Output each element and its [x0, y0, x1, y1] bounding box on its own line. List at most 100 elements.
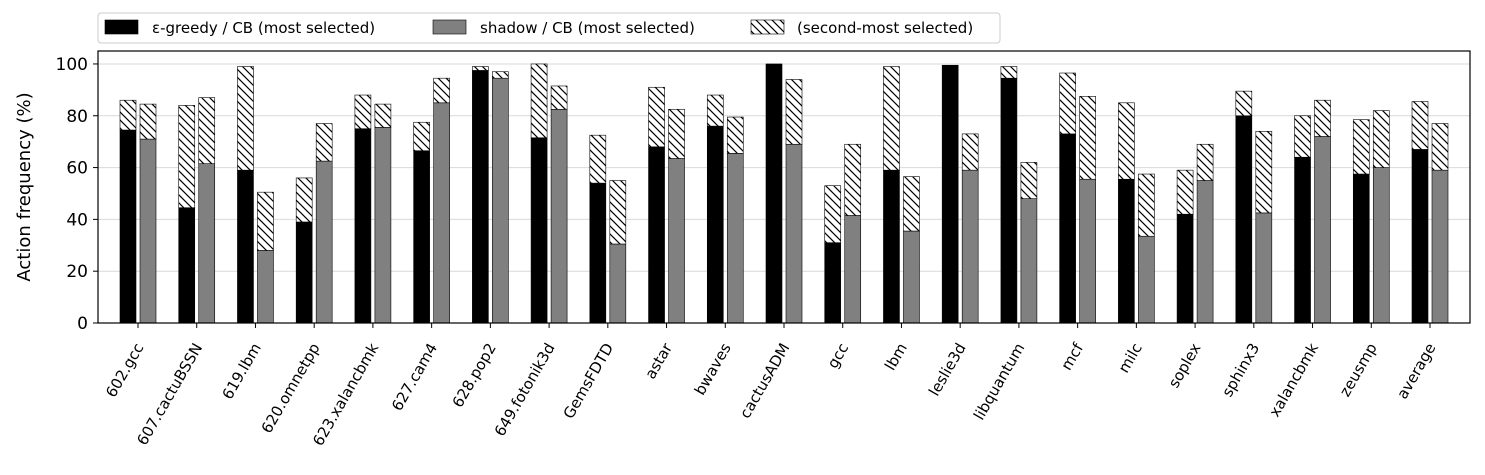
bar-shadow-second	[1020, 162, 1038, 199]
bar-egreedy-second	[119, 99, 137, 131]
bar-egreedy	[1118, 178, 1135, 324]
bar-egreedy-second	[883, 66, 900, 171]
y-axis-label: Action frequency (%)	[14, 92, 35, 281]
bar-shadow-second	[139, 103, 157, 140]
bar-shadow-second	[903, 176, 920, 232]
legend-swatch-shadow	[432, 19, 467, 35]
bar-egreedy-second	[1352, 119, 1370, 175]
bar-shadow-second	[668, 108, 685, 159]
bar-shadow-second	[1196, 143, 1214, 181]
bar-egreedy-second	[648, 86, 665, 148]
x-tick-label: cactusADM	[736, 340, 793, 421]
bar-egreedy	[1352, 173, 1370, 324]
bar-egreedy	[1059, 133, 1076, 324]
x-tick-label: libquantum	[970, 340, 1028, 423]
bar-egreedy	[648, 146, 665, 324]
y-tick-label: 0	[77, 314, 88, 334]
bar-egreedy	[1411, 149, 1429, 324]
bar-egreedy	[765, 63, 783, 324]
bar-egreedy	[119, 129, 137, 324]
bar-egreedy-second	[1118, 102, 1135, 180]
bar-egreedy	[237, 169, 254, 324]
bar-egreedy	[354, 128, 372, 324]
bar-shadow-second	[257, 191, 274, 251]
bar-egreedy	[941, 64, 959, 324]
legend-swatch-egreedy	[104, 19, 139, 35]
bar-egreedy-second	[295, 177, 313, 223]
bar-egreedy	[1176, 213, 1194, 324]
x-tick-label: bwaves	[691, 340, 735, 398]
bar-shadow	[257, 250, 274, 324]
legend-label-shadow: shadow / CB (most selected)	[480, 19, 695, 37]
bar-egreedy-second	[824, 185, 842, 243]
bar-egreedy	[1235, 115, 1253, 324]
bar-shadow	[139, 138, 157, 324]
legend-label-second: (second-most selected)	[797, 19, 973, 37]
bar-egreedy-second	[472, 66, 489, 71]
bar-shadow-second	[1255, 131, 1273, 214]
bar-shadow	[903, 230, 920, 324]
bar-egreedy	[178, 207, 196, 324]
bar-egreedy-second	[1059, 72, 1076, 135]
bar-shadow	[1196, 180, 1214, 324]
y-tick-label: 40	[66, 210, 88, 230]
bar-shadow	[1020, 198, 1038, 324]
x-tick-label: astar	[641, 339, 676, 382]
x-tick-label: 628.pop2	[449, 340, 500, 411]
y-tick-label: 60	[66, 159, 88, 179]
bar-shadow	[433, 102, 450, 324]
x-tick-label: sphinx3	[1218, 340, 1263, 400]
x-tick-label: 619.lbm	[218, 340, 264, 402]
bar-shadow-second	[315, 123, 333, 162]
bar-shadow	[1314, 136, 1331, 324]
bar-egreedy	[530, 137, 548, 324]
bar-shadow	[492, 77, 509, 324]
y-axis: 0 20 40 60 80 100	[56, 55, 98, 334]
bar-shadow-second	[198, 97, 216, 164]
bar-egreedy-second	[1411, 101, 1429, 150]
bar-egreedy-second	[1294, 115, 1311, 158]
y-tick-label: 80	[66, 107, 88, 127]
bar-egreedy	[472, 70, 489, 324]
bar-shadow	[1372, 167, 1390, 324]
legend: ε-greedy / CB (most selected) shadow / C…	[97, 12, 1001, 44]
legend-label-egreedy: ε-greedy / CB (most selected)	[152, 19, 375, 37]
legend-swatch-second	[750, 19, 785, 35]
bar-egreedy-second	[354, 94, 372, 130]
bar-egreedy	[824, 242, 842, 324]
bar-shadow-second	[961, 133, 979, 171]
bar-shadow-second	[844, 143, 862, 216]
bar-shadow	[844, 215, 862, 324]
bar-shadow	[961, 169, 979, 324]
x-tick-label: xalancbmk	[1265, 340, 1322, 420]
x-tick-label: zeusmp	[1336, 340, 1381, 400]
x-tick-label: soplex	[1165, 340, 1205, 391]
x-tick-label: lbm	[881, 340, 911, 374]
bar-shadow	[1431, 169, 1449, 324]
y-tick-label: 20	[66, 262, 88, 282]
bar-shadow-second	[785, 79, 803, 145]
x-tick-label: 627.cam4	[388, 340, 441, 414]
x-tick-label: average	[1393, 340, 1439, 402]
bar-egreedy-second	[706, 94, 724, 127]
bar-shadow	[1255, 212, 1273, 324]
bar-shadow-second	[609, 180, 627, 245]
bar-egreedy	[295, 221, 313, 324]
bar-egreedy	[1000, 77, 1018, 324]
bar-egreedy	[883, 169, 900, 324]
bar-shadow	[668, 158, 685, 324]
bar-egreedy	[413, 150, 430, 324]
bar-shadow-second	[726, 116, 744, 154]
bar-shadow	[315, 160, 333, 324]
x-tick-label: leslie3d	[925, 340, 970, 399]
x-tick-label: milc	[1115, 340, 1146, 376]
bar-shadow	[374, 127, 392, 324]
x-tick-label: 620.omnetpp	[258, 340, 324, 436]
x-tick-label: gcc	[824, 340, 853, 372]
bar-egreedy-second	[413, 121, 430, 152]
bar-egreedy	[1294, 156, 1311, 324]
bar-shadow-second	[492, 71, 509, 79]
